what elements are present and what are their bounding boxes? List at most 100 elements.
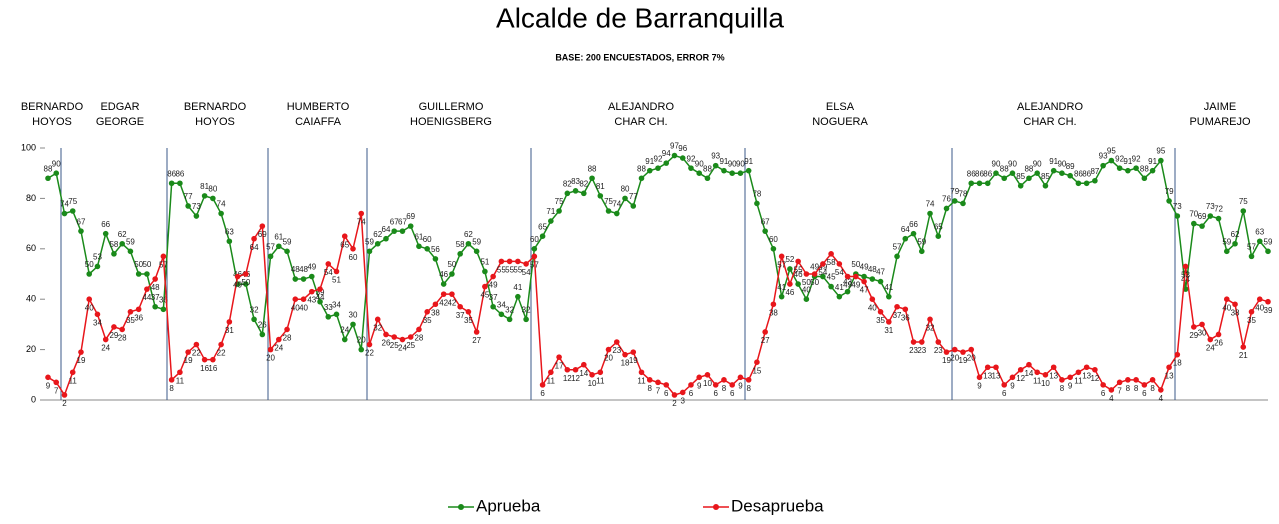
- point: [276, 243, 282, 250]
- point: [168, 377, 175, 383]
- group-label: CHAR CH.: [614, 116, 667, 128]
- point: [762, 329, 768, 335]
- data-label: 75: [1239, 197, 1248, 206]
- point: [144, 286, 150, 292]
- point: [53, 379, 60, 386]
- point: [1191, 324, 1197, 330]
- point: [721, 377, 727, 383]
- data-label: 11: [1074, 376, 1083, 385]
- point: [506, 258, 513, 265]
- point: [1050, 364, 1057, 371]
- data-label: 66: [101, 220, 110, 229]
- data-label: 45: [827, 273, 836, 282]
- data-label: 9: [46, 381, 51, 390]
- point: [383, 235, 389, 242]
- point: [539, 382, 546, 388]
- point: [333, 311, 340, 318]
- data-label: 88: [44, 164, 53, 173]
- point: [292, 276, 299, 282]
- data-label: 62: [118, 230, 127, 239]
- data-label: 80: [208, 185, 217, 194]
- point: [918, 248, 925, 255]
- data-label: 19: [942, 356, 951, 365]
- point: [416, 243, 422, 250]
- data-label: 41: [777, 283, 786, 292]
- data-label: 58: [456, 240, 465, 249]
- point: [861, 278, 867, 285]
- point: [1215, 331, 1222, 338]
- data-label: 49: [851, 281, 860, 290]
- point: [902, 235, 909, 242]
- y-tick-label: 60: [26, 243, 36, 253]
- data-label: 47: [860, 286, 869, 295]
- data-label: 4: [1109, 394, 1114, 403]
- point: [778, 293, 785, 300]
- data-label: 7: [54, 386, 59, 395]
- point: [811, 271, 818, 277]
- data-label: 14: [1024, 369, 1033, 378]
- point: [572, 366, 579, 373]
- data-label: 57: [893, 242, 902, 251]
- data-label: 55: [513, 266, 522, 275]
- data-label: 8: [169, 384, 174, 393]
- data-label: 10: [588, 379, 597, 388]
- point: [127, 248, 134, 255]
- data-label: 55: [497, 266, 506, 275]
- point: [968, 180, 975, 187]
- point: [671, 152, 678, 159]
- legend-marker: [713, 504, 719, 510]
- point: [201, 193, 208, 199]
- point: [78, 228, 84, 234]
- point: [243, 271, 249, 277]
- point: [1075, 180, 1082, 187]
- point: [86, 271, 93, 277]
- data-label: 82: [563, 179, 572, 188]
- point: [432, 256, 439, 262]
- point: [111, 251, 117, 257]
- data-label: 30: [1198, 329, 1207, 338]
- point: [1149, 377, 1156, 383]
- point: [762, 228, 768, 234]
- data-label: 22: [192, 349, 201, 358]
- data-label: 49: [489, 281, 498, 290]
- point: [152, 276, 158, 282]
- data-label: 32: [926, 323, 935, 332]
- data-label: 6: [713, 389, 718, 398]
- point: [1248, 309, 1255, 315]
- point: [927, 316, 933, 323]
- y-tick-label: 20: [26, 344, 36, 354]
- data-label: 92: [1132, 154, 1141, 163]
- data-label: 91: [1123, 157, 1132, 166]
- data-label: 36: [901, 313, 910, 322]
- point: [341, 233, 348, 239]
- data-label: 74: [357, 218, 366, 227]
- point: [548, 218, 554, 224]
- chart-title: Alcalde de Barranquilla: [496, 2, 784, 33]
- data-label: 19: [184, 356, 193, 365]
- data-label: 23: [934, 346, 943, 355]
- data-label: 9: [697, 381, 702, 390]
- point: [1182, 263, 1189, 270]
- y-tick-label: 40: [26, 294, 36, 304]
- data-label: 40: [1255, 303, 1264, 312]
- point: [613, 210, 620, 217]
- point: [894, 303, 900, 310]
- point: [1034, 170, 1040, 176]
- point: [1092, 366, 1098, 373]
- point: [902, 306, 909, 313]
- data-label: 24: [101, 344, 110, 353]
- data-label: 91: [1049, 157, 1058, 166]
- data-label: 21: [1239, 351, 1248, 360]
- data-label: 30: [349, 311, 358, 320]
- point: [102, 336, 109, 343]
- data-label: 93: [711, 152, 720, 161]
- y-tick-label: 0: [31, 394, 36, 404]
- data-label: 85: [1016, 172, 1025, 181]
- data-label: 31: [225, 326, 234, 335]
- point: [292, 296, 299, 303]
- point: [960, 200, 966, 207]
- point: [951, 346, 958, 353]
- point: [465, 240, 472, 247]
- data-label: 61: [414, 232, 423, 241]
- point: [210, 356, 216, 363]
